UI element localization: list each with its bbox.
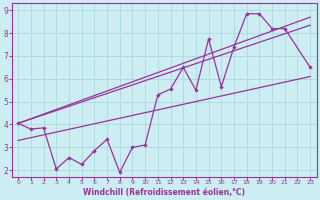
X-axis label: Windchill (Refroidissement éolien,°C): Windchill (Refroidissement éolien,°C) xyxy=(83,188,245,197)
